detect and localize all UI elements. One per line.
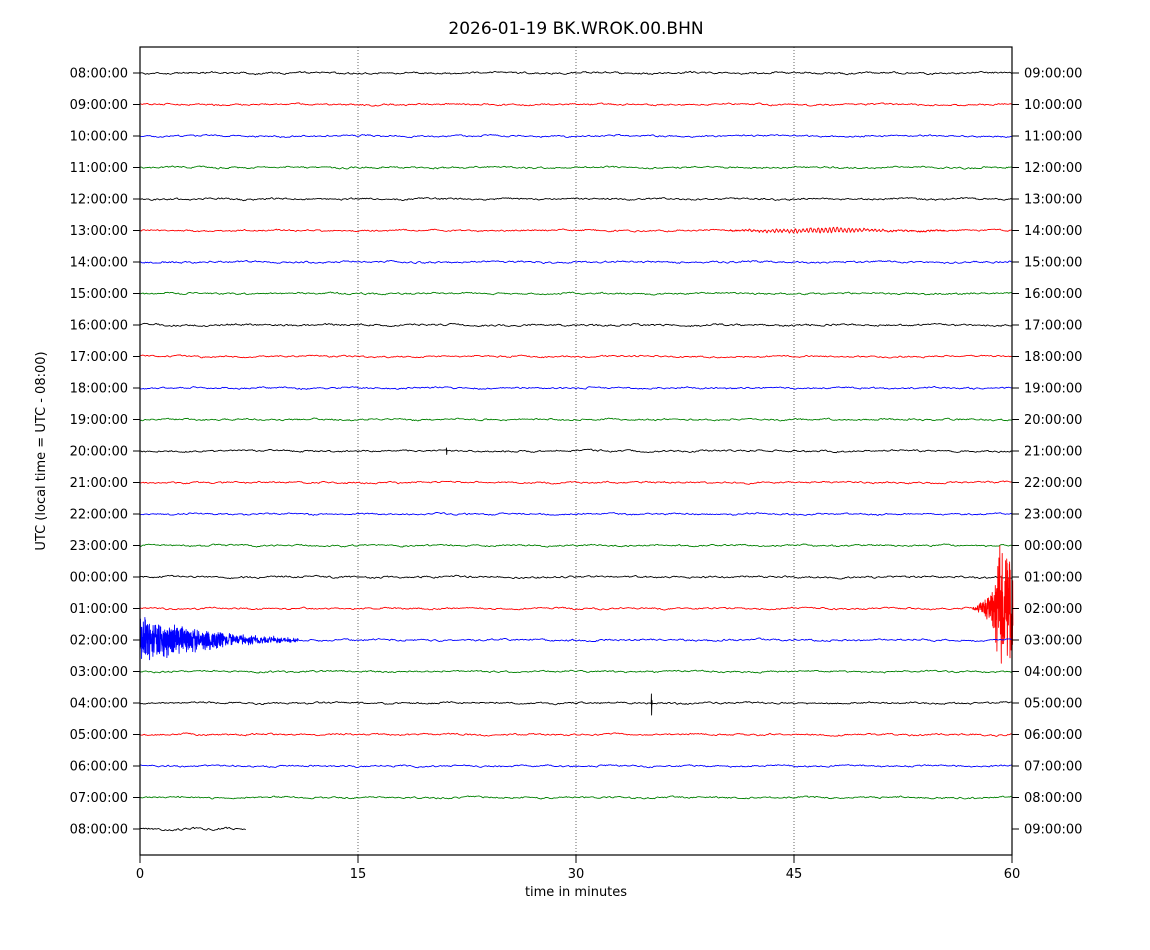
- right-tick-label-1: 10:00:00: [1024, 98, 1082, 113]
- trace-row-1: [139, 102, 1013, 107]
- axes-group: [133, 46, 1019, 863]
- trace-row-7: [139, 291, 1013, 296]
- left-tick-label-8: 16:00:00: [70, 319, 128, 334]
- trace-row-11: [139, 417, 1013, 422]
- trace-row-13: [139, 480, 1012, 485]
- trace-row-9: [139, 354, 1013, 359]
- trace-row-15: [139, 543, 1013, 548]
- trace-row-16: [140, 574, 1013, 580]
- left-tick-label-6: 14:00:00: [70, 256, 128, 271]
- right-tick-label-13: 22:00:00: [1024, 476, 1082, 491]
- left-tick-label-17: 01:00:00: [70, 602, 128, 617]
- left-tick-label-1: 09:00:00: [70, 98, 128, 113]
- left-tick-label-21: 05:00:00: [70, 728, 128, 743]
- left-tick-label-4: 12:00:00: [70, 193, 128, 208]
- left-tick-label-14: 22:00:00: [70, 508, 128, 523]
- tick-labels-group: 08:00:00 09:00:00 09:00:00 10:00:00 10:00:00…: [70, 67, 1083, 883]
- trace-row-21: [139, 732, 1013, 737]
- right-tick-label-17: 02:00:00: [1024, 602, 1082, 617]
- trace-row-17: [139, 545, 1014, 664]
- right-tick-label-2: 11:00:00: [1024, 130, 1082, 145]
- x-axis-label: time in minutes: [525, 885, 627, 900]
- left-tick-label-2: 10:00:00: [70, 130, 128, 145]
- trace-row-5: [139, 226, 1013, 234]
- right-tick-label-4: 13:00:00: [1024, 193, 1082, 208]
- left-tick-label-22: 06:00:00: [70, 760, 128, 775]
- trace-row-22: [139, 764, 1013, 769]
- y-axis-label: UTC (local time = UTC - 08:00): [34, 351, 49, 550]
- trace-row-23: [139, 795, 1012, 800]
- trace-row-24: [139, 826, 246, 832]
- left-tick-label-11: 19:00:00: [70, 413, 128, 428]
- trace-row-12: [139, 447, 1013, 455]
- left-tick-label-23: 07:00:00: [70, 791, 128, 806]
- left-tick-label-0: 08:00:00: [70, 67, 128, 82]
- x-tick-label-45: 45: [786, 867, 803, 882]
- right-tick-label-14: 23:00:00: [1024, 508, 1082, 523]
- trace-row-4: [139, 197, 1013, 202]
- left-tick-label-5: 13:00:00: [70, 224, 128, 239]
- trace-row-10: [139, 385, 1013, 390]
- right-tick-label-7: 16:00:00: [1024, 287, 1082, 302]
- trace-row-3: [139, 165, 1013, 170]
- right-tick-label-8: 17:00:00: [1024, 319, 1082, 334]
- right-tick-label-12: 21:00:00: [1024, 445, 1082, 460]
- right-tick-label-0: 09:00:00: [1024, 67, 1082, 82]
- left-tick-label-7: 15:00:00: [70, 287, 128, 302]
- trace-row-20: [139, 693, 1012, 716]
- left-tick-label-10: 18:00:00: [70, 382, 128, 397]
- right-tick-label-23: 08:00:00: [1024, 791, 1082, 806]
- trace-row-8: [139, 322, 1013, 328]
- right-tick-label-18: 03:00:00: [1024, 634, 1082, 649]
- trace-row-0: [139, 70, 1013, 76]
- traces-group: [139, 70, 1014, 832]
- right-tick-label-20: 05:00:00: [1024, 697, 1082, 712]
- x-tick-label-30: 30: [568, 867, 585, 882]
- trace-row-14: [139, 511, 1013, 516]
- right-tick-label-5: 14:00:00: [1024, 224, 1082, 239]
- left-tick-label-13: 21:00:00: [70, 476, 128, 491]
- x-tick-label-60: 60: [1004, 867, 1021, 882]
- trace-row-18: [139, 617, 1013, 661]
- right-tick-label-10: 19:00:00: [1024, 382, 1082, 397]
- left-tick-label-24: 08:00:00: [70, 823, 128, 838]
- x-tick-label-0: 0: [136, 867, 144, 882]
- trace-row-6: [139, 260, 1013, 265]
- right-tick-label-3: 12:00:00: [1024, 161, 1082, 176]
- plot-title: 2026-01-19 BK.WROK.00.BHN: [448, 19, 703, 39]
- left-tick-label-19: 03:00:00: [70, 665, 128, 680]
- right-tick-label-9: 18:00:00: [1024, 350, 1082, 365]
- right-tick-label-11: 20:00:00: [1024, 413, 1082, 428]
- right-tick-label-22: 07:00:00: [1024, 760, 1082, 775]
- right-tick-label-24: 09:00:00: [1024, 823, 1082, 838]
- right-tick-label-6: 15:00:00: [1024, 256, 1082, 271]
- right-tick-label-21: 06:00:00: [1024, 728, 1082, 743]
- left-tick-label-15: 23:00:00: [70, 539, 128, 554]
- left-tick-label-9: 17:00:00: [70, 350, 128, 365]
- left-tick-label-12: 20:00:00: [70, 445, 128, 460]
- left-tick-label-3: 11:00:00: [70, 161, 128, 176]
- right-tick-label-16: 01:00:00: [1024, 571, 1082, 586]
- right-tick-label-19: 04:00:00: [1024, 665, 1082, 680]
- trace-row-19: [139, 669, 1013, 674]
- left-tick-label-18: 02:00:00: [70, 634, 128, 649]
- left-tick-label-20: 04:00:00: [70, 697, 128, 712]
- right-tick-label-15: 00:00:00: [1024, 539, 1082, 554]
- x-tick-label-15: 15: [350, 867, 367, 882]
- left-tick-label-16: 00:00:00: [70, 571, 128, 586]
- trace-row-2: [139, 134, 1012, 139]
